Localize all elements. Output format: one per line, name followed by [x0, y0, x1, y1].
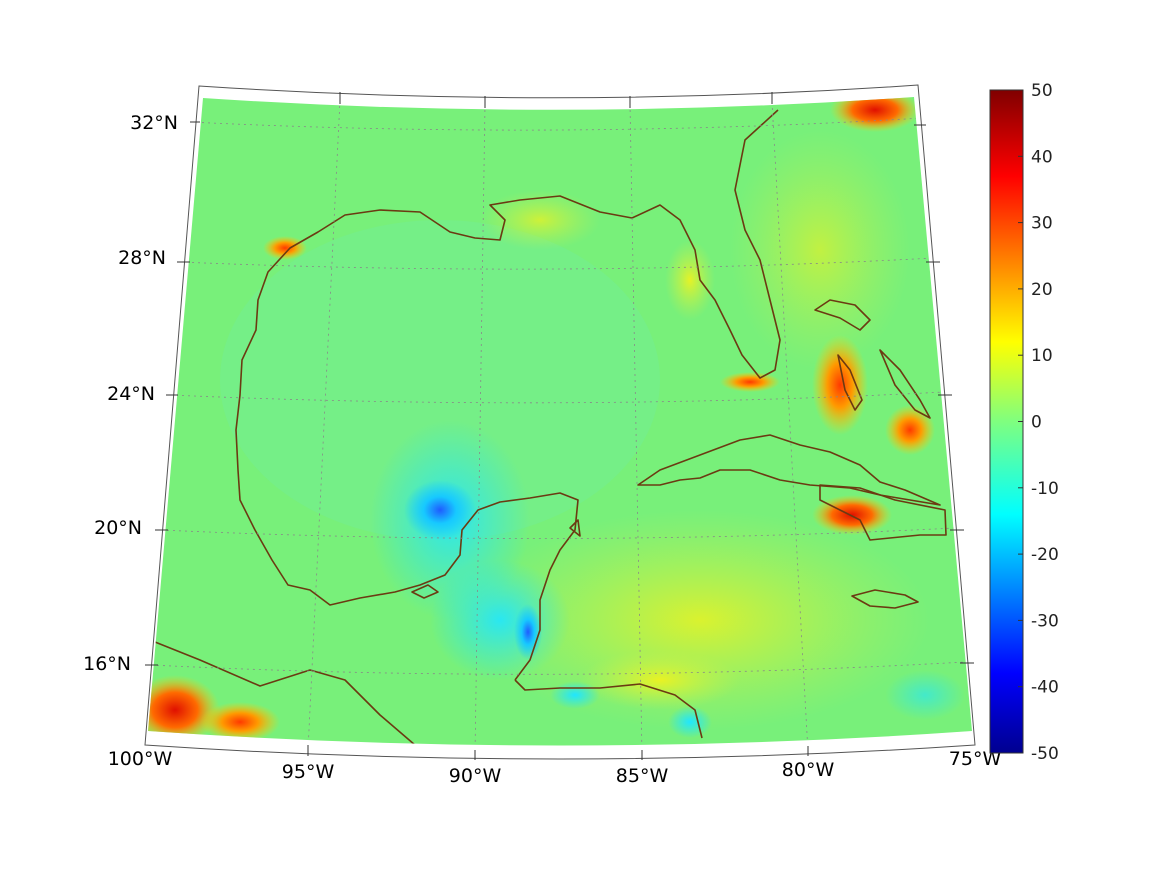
graticule [150, 99, 966, 746]
bahamas-2 [837, 354, 863, 411]
gulf-basin-shade [220, 220, 660, 540]
campeche-blue [404, 480, 476, 540]
northeast-red [830, 97, 920, 132]
grid-lat-16 [150, 661, 966, 675]
bahamas-orange-2 [885, 405, 935, 455]
east-cyan [885, 670, 965, 720]
lat-label-20: 20°N [94, 517, 142, 539]
frame-ticks [145, 92, 974, 760]
lon-label-80: 80°W [782, 759, 835, 781]
grid-lon-85 [629, 103, 643, 746]
lat-label-32: 32°N [130, 112, 178, 134]
haiti-red [812, 495, 892, 535]
grid-lon-80 [771, 101, 809, 746]
map-field [148, 97, 972, 746]
colorbar-tick-label: -50 [1031, 744, 1059, 764]
atlantic-yellow [730, 130, 910, 370]
belize-blue [514, 604, 542, 660]
cuba [637, 434, 941, 506]
colorbar-gradient [989, 89, 1024, 754]
lon-label-100: 100°W [108, 748, 173, 770]
colorbar-tick-label: 40 [1031, 147, 1053, 167]
colorbar-tick-label: 10 [1031, 346, 1053, 366]
lat-label-24: 24°N [107, 383, 155, 405]
lon-label-90: 90°W [449, 765, 502, 787]
nicaragua-cyan [668, 706, 712, 738]
lat-label-16: 16°N [83, 653, 131, 675]
grid-lon-95 [307, 99, 341, 746]
colorbar: 50 40 30 20 10 0 -10 -20 -30 -40 -50 [989, 81, 1059, 764]
keys-orange [720, 372, 780, 392]
honduras-cyan [550, 681, 600, 709]
bahamas-1 [814, 299, 871, 331]
isla-campeche [411, 584, 439, 599]
gulf-yellow [480, 190, 600, 250]
bahamas-orange [812, 335, 868, 435]
lon-label-85: 85°W [616, 765, 669, 787]
grid-lon-90 [474, 103, 486, 746]
central-america-coast [514, 679, 703, 739]
grid-lat-20 [160, 527, 956, 539]
map-frame [144, 84, 976, 760]
coastlines [154, 109, 947, 746]
grid-lat-28 [179, 257, 935, 270]
southwest-orange [200, 702, 280, 742]
cozumel [569, 519, 581, 537]
bahamas-3 [879, 349, 931, 419]
lon-label-95: 95°W [282, 761, 335, 783]
jamaica [851, 589, 919, 609]
lon-label-75: 75°W [949, 748, 1002, 770]
colorbar-tick-label: 30 [1031, 214, 1053, 234]
pacific-coast [154, 641, 416, 746]
colorbar-tick-label: -20 [1031, 545, 1059, 565]
colorbar-tick-label: -10 [1031, 479, 1059, 499]
colorbar-tick-label: 0 [1031, 413, 1042, 433]
caribbean-yellow-2 [580, 650, 740, 710]
belize-cyan [430, 560, 570, 680]
hispaniola [819, 484, 947, 541]
us-gulf-coast [235, 109, 781, 471]
mexico-gulf-coast [237, 469, 579, 681]
colorbar-ticks: 50 40 30 20 10 0 -10 -20 -30 -40 -50 [1018, 81, 1059, 764]
colorbar-tick-label: 20 [1031, 280, 1053, 300]
colorbar-tick-label: -40 [1031, 678, 1059, 698]
southwest-red [148, 675, 220, 745]
lat-label-28: 28°N [118, 247, 166, 269]
west-florida-yellow [665, 240, 715, 320]
colorbar-tick-label: 50 [1031, 81, 1053, 101]
colorbar-tick-label: -30 [1031, 611, 1059, 631]
texas-orange [263, 236, 307, 260]
